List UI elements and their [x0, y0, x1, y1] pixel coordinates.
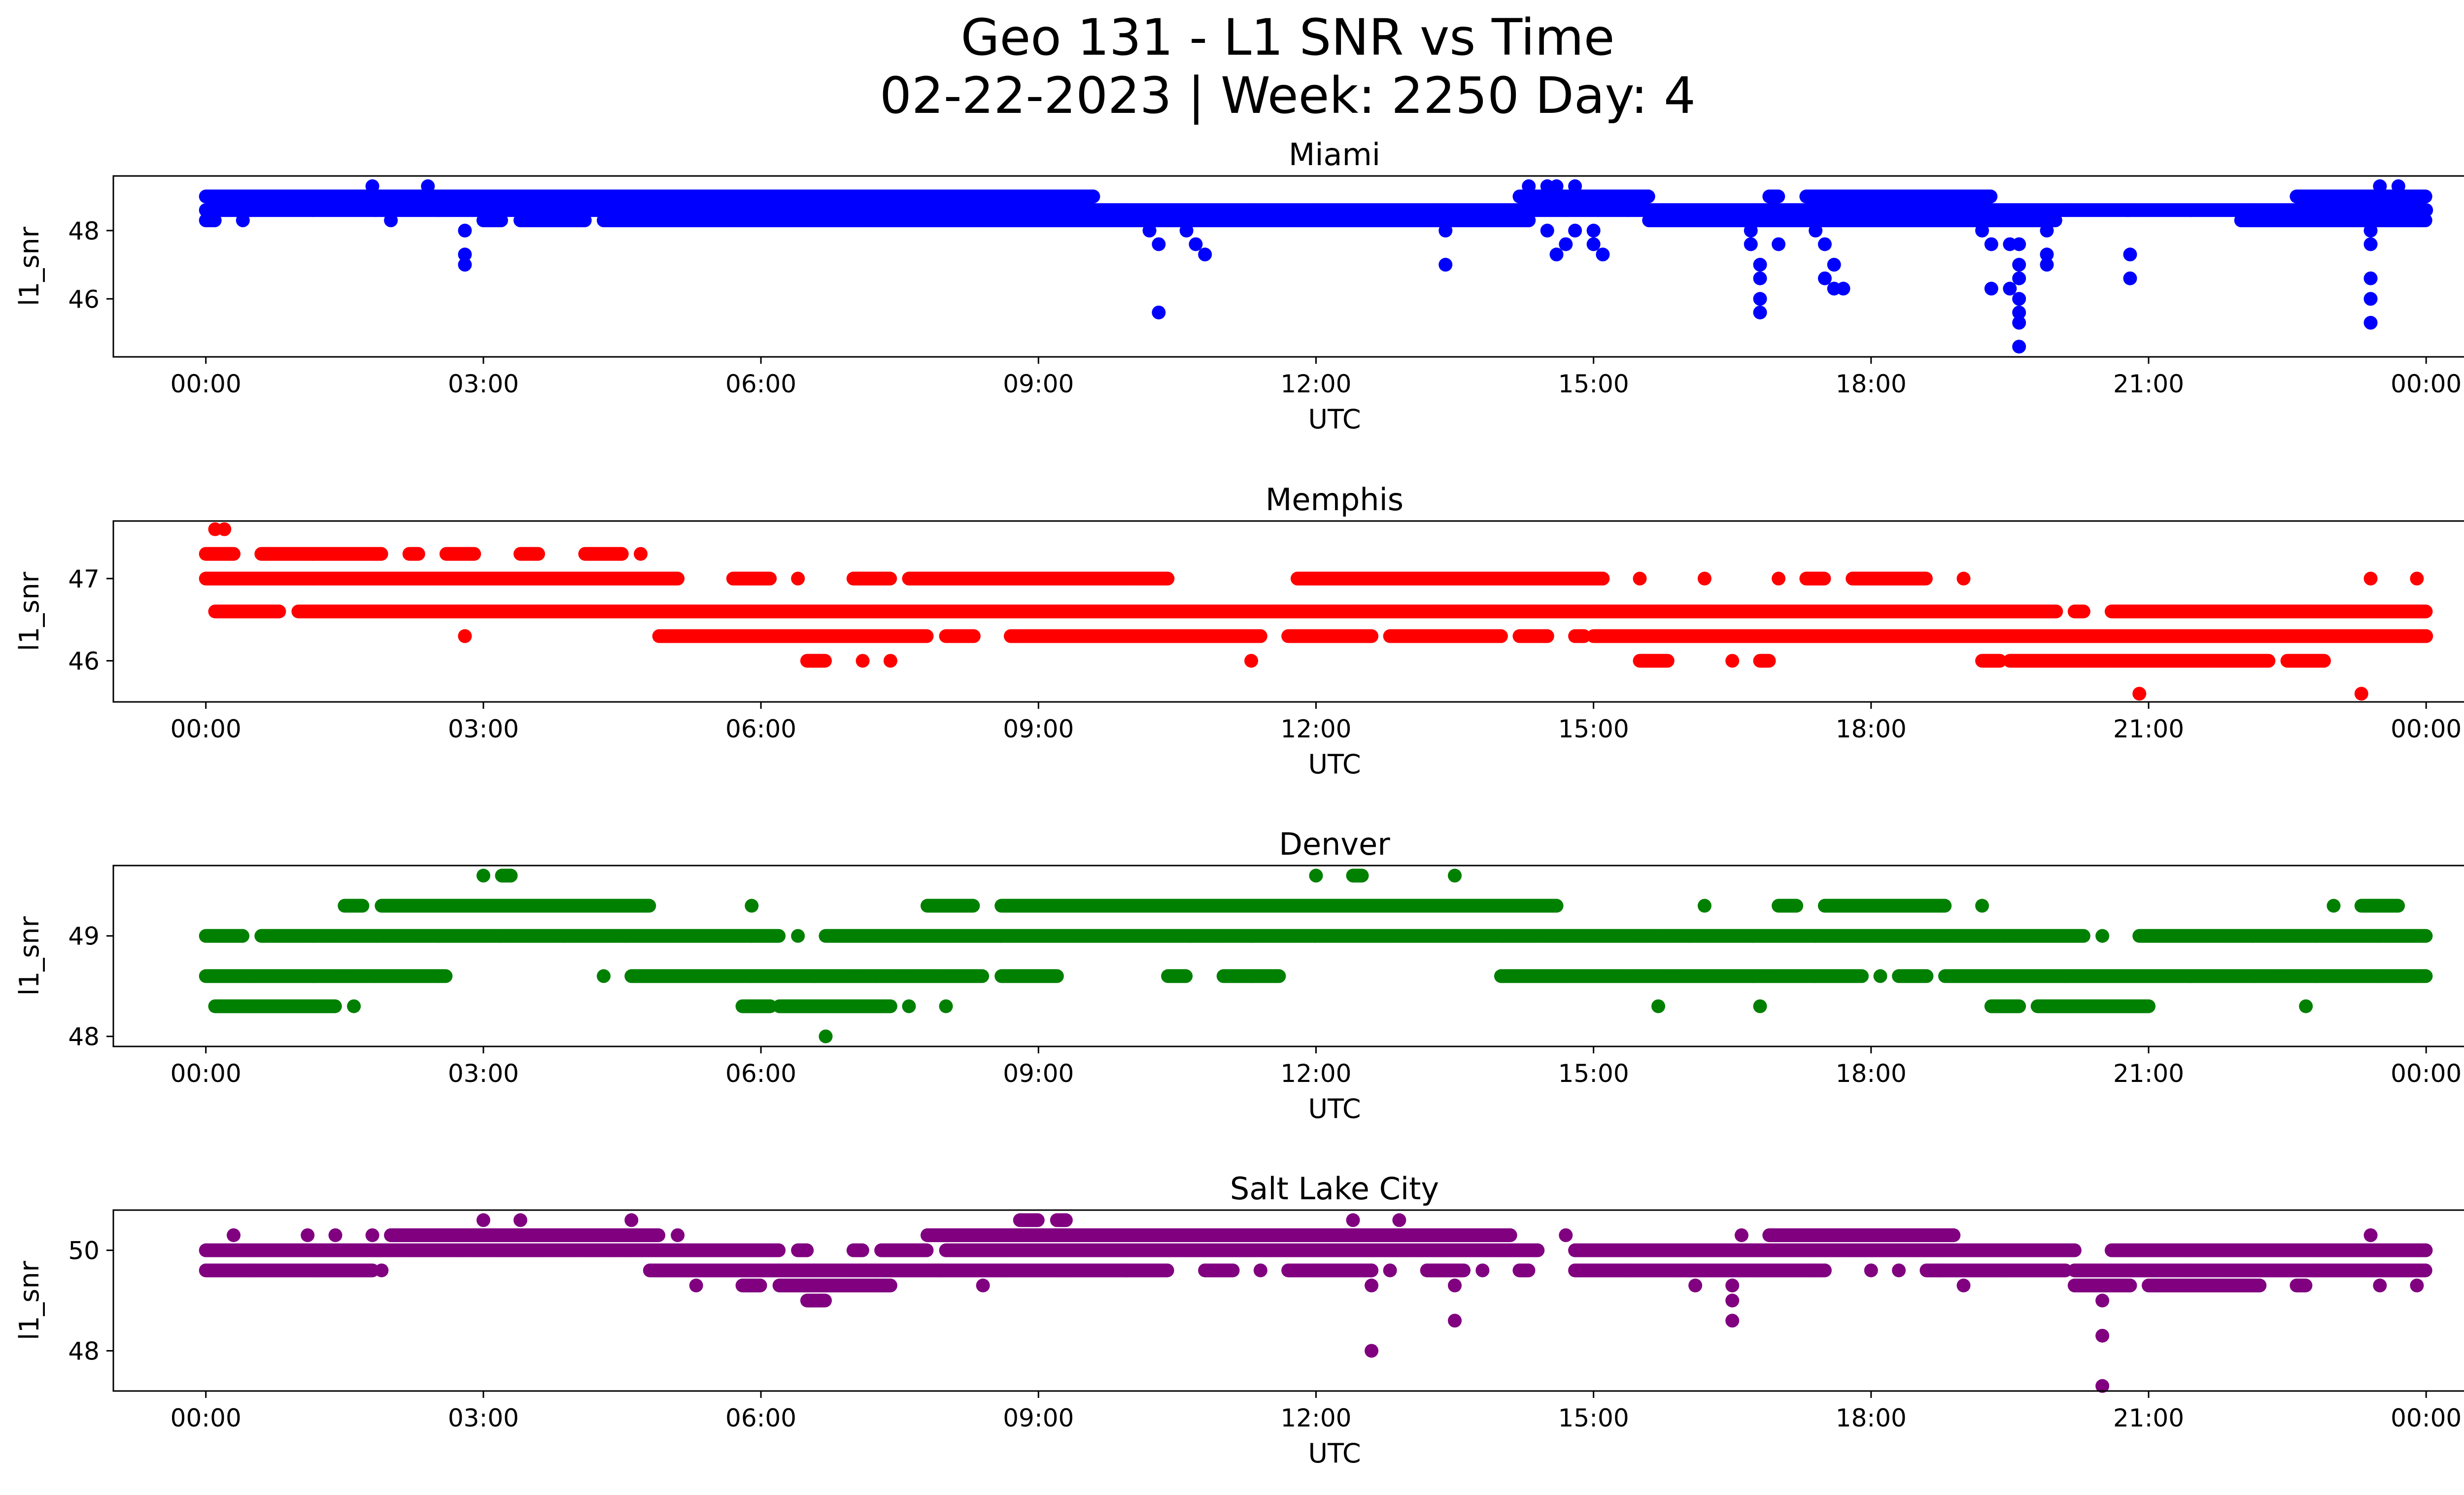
data-point — [1817, 271, 1832, 285]
data-point — [384, 213, 398, 228]
y-tick-label: 46 — [68, 285, 100, 313]
data-point — [615, 547, 629, 561]
data-point — [2012, 340, 2026, 354]
data-point — [374, 547, 388, 561]
scatter-markers — [199, 179, 2433, 354]
x-tick-label: 00:00 — [171, 370, 241, 398]
data-point — [2123, 247, 2137, 262]
data-point — [227, 547, 241, 561]
data-point — [494, 213, 508, 228]
data-point — [1152, 305, 1166, 319]
data-point — [1771, 189, 1785, 204]
data-point — [1984, 281, 1998, 296]
x-axis-label: UTC — [1308, 404, 1361, 435]
data-point — [1559, 237, 1573, 251]
data-point — [1836, 281, 1850, 296]
data-point — [1540, 223, 1554, 238]
figure-title: Geo 131 - L1 SNR vs Time 02-22-2023 | We… — [0, 9, 2464, 125]
data-point — [1975, 223, 1989, 238]
data-point — [1772, 237, 1786, 251]
y-axis-label: l1_snr — [14, 226, 45, 306]
data-point — [2418, 213, 2432, 228]
data-point — [1142, 223, 1157, 238]
data-point — [411, 547, 425, 561]
data-point — [1086, 189, 1100, 204]
data-point — [1984, 237, 1998, 251]
data-point — [2123, 271, 2137, 285]
data-point — [1179, 223, 1194, 238]
data-point — [236, 213, 250, 228]
data-point — [467, 547, 481, 561]
data-point — [2363, 237, 2378, 251]
figure-title-line1: Geo 131 - L1 SNR vs Time — [960, 8, 1615, 67]
data-point — [2040, 223, 2054, 238]
panel-title: Miami — [1289, 137, 1380, 173]
x-tick-label: 15:00 — [1558, 370, 1629, 398]
x-tick-label: 03:00 — [448, 370, 519, 398]
data-point — [2373, 179, 2387, 193]
data-point — [1189, 237, 1203, 251]
data-point — [1809, 223, 1823, 238]
data-point — [1596, 247, 1610, 262]
data-point — [1827, 258, 1841, 272]
data-point — [1549, 179, 1564, 193]
data-point — [2040, 258, 2054, 272]
data-point — [1744, 237, 1758, 251]
data-point — [2363, 271, 2378, 285]
data-point — [2363, 315, 2378, 330]
x-tick-label: 18:00 — [1836, 370, 1907, 398]
data-point — [1744, 223, 1758, 238]
data-point — [1984, 189, 1998, 204]
panel-miami: Miami 00:00 03:00 06:00 09:00 12:00 15:00 18:00… — [14, 137, 2464, 435]
data-point — [1753, 258, 1767, 272]
data-point — [1198, 247, 1212, 262]
data-point — [1753, 271, 1767, 285]
x-tick-label: 00:00 — [2391, 370, 2462, 398]
data-point — [1586, 237, 1601, 251]
data-point — [1568, 179, 1582, 193]
panel-title: Memphis — [1266, 482, 1403, 518]
x-tick-label: 21:00 — [2113, 370, 2184, 398]
data-point — [1438, 223, 1453, 238]
data-point — [2012, 271, 2026, 285]
data-point — [1753, 292, 1767, 306]
data-point — [1522, 213, 1536, 228]
figure-title-line2: 02-22-2023 | Week: 2250 Day: 4 — [880, 67, 1696, 125]
data-point — [1522, 179, 1536, 193]
x-tick-label: 12:00 — [1280, 370, 1351, 398]
data-point — [2012, 237, 2026, 251]
data-point — [1438, 258, 1453, 272]
data-point — [634, 547, 648, 561]
data-point — [458, 258, 472, 272]
data-point — [1152, 237, 1166, 251]
data-point — [1641, 189, 1655, 204]
x-tick-label: 06:00 — [725, 370, 796, 398]
data-point — [1568, 223, 1582, 238]
data-point — [365, 179, 379, 193]
data-point — [2003, 281, 2017, 296]
data-point — [1817, 237, 1832, 251]
data-point — [2012, 292, 2026, 306]
data-point — [1753, 305, 1767, 319]
data-point — [421, 179, 435, 193]
data-point — [2418, 189, 2432, 204]
x-tick-label: 09:00 — [1003, 370, 1074, 398]
data-point — [1586, 223, 1601, 238]
data-point — [207, 213, 222, 228]
data-point — [531, 547, 546, 561]
scatter-markers — [199, 522, 2433, 701]
data-point — [2391, 179, 2405, 193]
data-point — [1549, 247, 1564, 262]
data-point — [2012, 315, 2026, 330]
data-point — [2363, 292, 2378, 306]
data-point — [2012, 258, 2026, 272]
data-point — [2363, 223, 2378, 238]
y-tick-label: 48 — [68, 217, 100, 245]
data-point — [578, 213, 592, 228]
data-point — [458, 223, 472, 238]
